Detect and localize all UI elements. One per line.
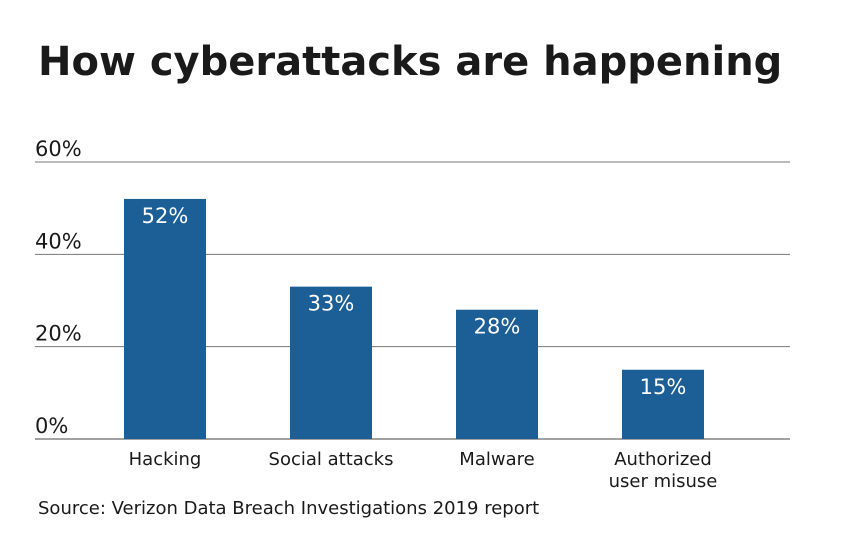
bar — [124, 198, 206, 439]
value-label: 33% — [308, 292, 355, 316]
bar — [622, 369, 704, 439]
bar — [456, 309, 538, 439]
x-tick-label: Authorized user misuse — [609, 449, 718, 492]
x-tick-label: Malware — [459, 449, 534, 470]
y-tick-label: 40% — [35, 229, 82, 253]
y-tick-label: 20% — [35, 322, 82, 346]
y-tick-label: 0% — [35, 414, 68, 438]
value-label: 52% — [142, 204, 189, 228]
bar — [290, 286, 372, 439]
chart-title: How cyberattacks are happening — [38, 39, 782, 85]
x-tick-label: Hacking — [129, 449, 202, 470]
value-label: 28% — [474, 315, 521, 339]
x-tick-label: Social attacks — [269, 449, 394, 470]
y-tick-label: 60% — [35, 137, 82, 161]
source-note: Source: Verizon Data Breach Investigatio… — [38, 498, 539, 519]
value-label: 15% — [640, 375, 687, 399]
